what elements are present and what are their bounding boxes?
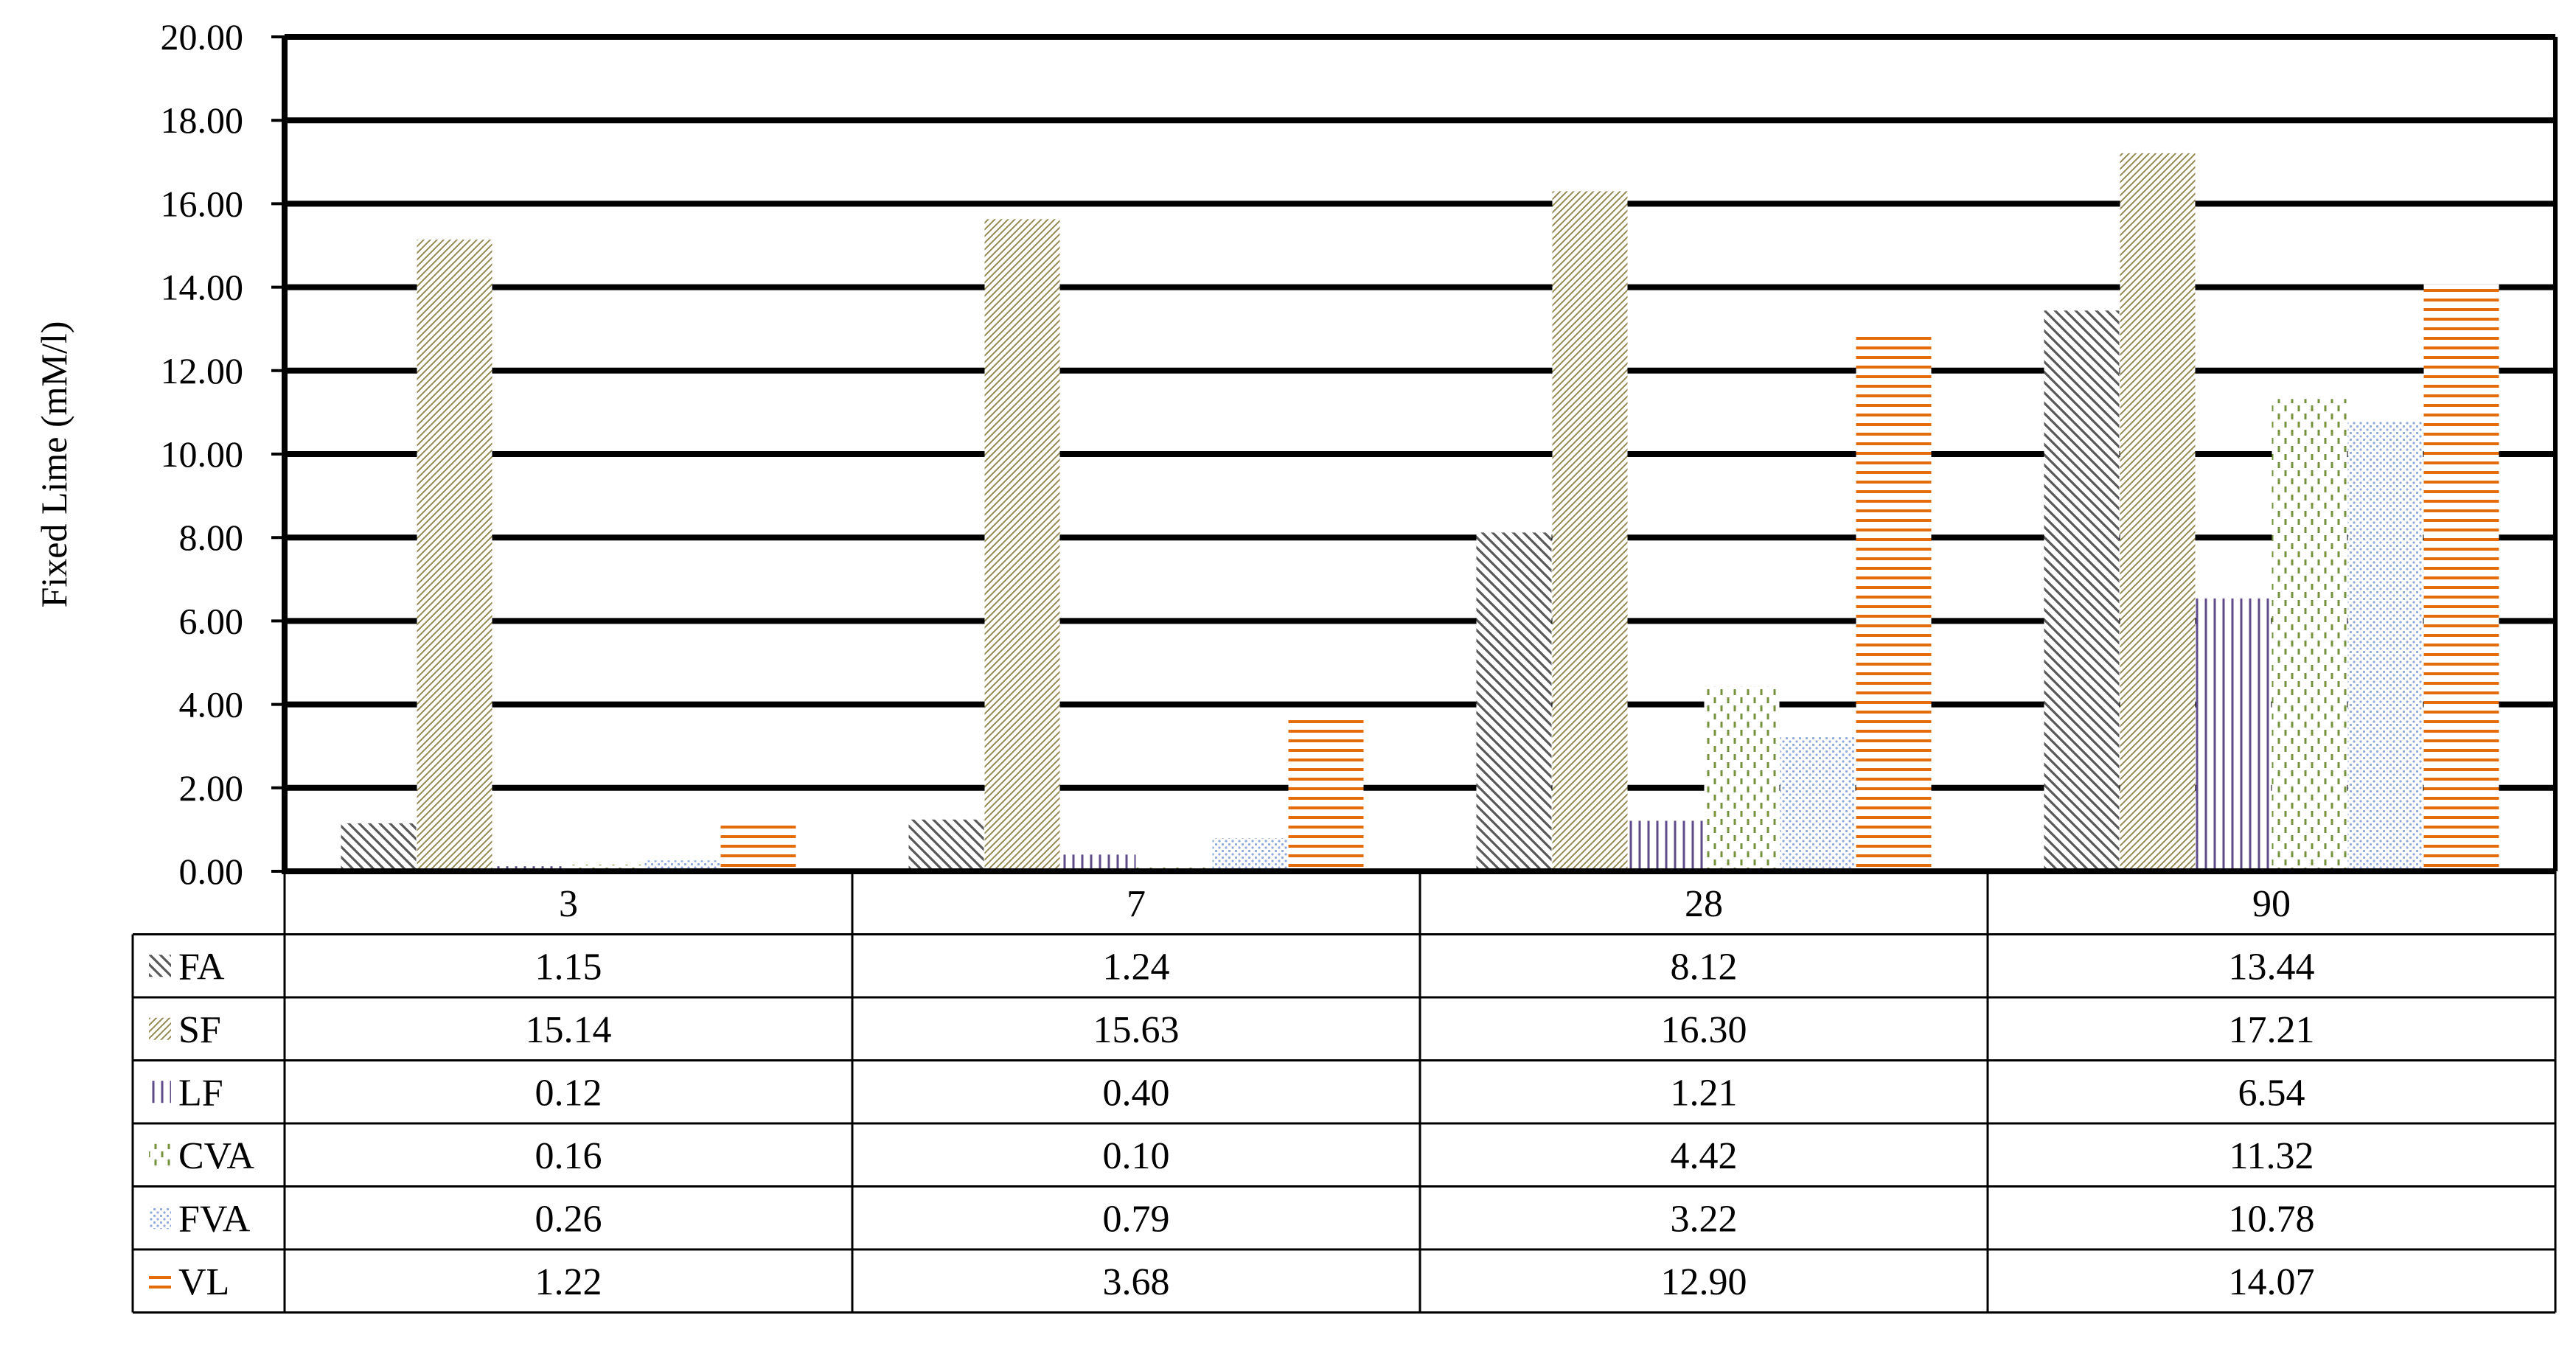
data-label: 1.21 (1671, 1072, 1738, 1114)
data-label: 15.14 (526, 1009, 612, 1051)
y-tick-label: 0.00 (179, 851, 244, 892)
legend-key-sf (149, 1017, 171, 1040)
bar-lf-28 (1628, 820, 1704, 871)
data-label: 3.68 (1103, 1261, 1170, 1303)
legend-label-cva: CVA (178, 1135, 255, 1177)
data-label: 0.16 (535, 1135, 602, 1177)
data-label: 10.78 (2229, 1198, 2315, 1240)
y-tick-label: 18.00 (161, 100, 244, 141)
y-axis-label: Fixed Lime (mM/l) (33, 321, 74, 608)
data-label: 15.63 (1093, 1009, 1180, 1051)
data-label: 1.15 (535, 946, 602, 988)
bar-sf-7 (984, 219, 1060, 871)
bar-cva-90 (2272, 399, 2347, 871)
data-label: 0.40 (1103, 1072, 1170, 1114)
legend-label-fva: FVA (178, 1198, 251, 1240)
x-tick-label: 90 (2252, 883, 2291, 925)
y-tick-label: 14.00 (161, 267, 244, 308)
legend-label-fa: FA (178, 946, 225, 988)
data-label: 12.90 (1661, 1261, 1747, 1303)
bar-vl-7 (1288, 717, 1364, 871)
data-table: 3 7 28 90 FA 1.15 1.24 8.12 13.44 SF 15.14 15.63 16.… (131, 871, 2557, 1314)
y-tick-label: 10.00 (161, 433, 244, 475)
data-label: 0.12 (535, 1072, 602, 1114)
data-label: 6.54 (2238, 1072, 2305, 1114)
bar-fa-90 (2044, 310, 2120, 871)
bar-fa-3 (341, 823, 417, 871)
axes (282, 37, 2558, 874)
bars (341, 153, 2499, 871)
x-tick-label: 28 (1685, 883, 1723, 925)
data-label: 1.22 (535, 1261, 602, 1303)
data-label: 0.26 (535, 1198, 602, 1240)
y-tick-label: 16.00 (161, 183, 244, 224)
bar-lf-90 (2196, 598, 2272, 871)
legend-label-sf: SF (178, 1009, 221, 1051)
y-tick-label: 4.00 (179, 684, 244, 725)
legend-key-lf (149, 1081, 171, 1103)
bar-fa-7 (908, 819, 984, 871)
bar-vl-28 (1856, 332, 1932, 871)
bar-sf-3 (417, 240, 492, 871)
data-label: 16.30 (1661, 1009, 1747, 1051)
data-label: 14.07 (2229, 1261, 2315, 1303)
y-tick-labels: 0.00 2.00 4.00 6.00 8.00 10.00 12.00 14.00 16.00… (161, 16, 244, 892)
x-tick-label: 7 (1127, 883, 1146, 925)
data-label: 8.12 (1671, 946, 1738, 988)
legend-key-fa (149, 955, 171, 977)
bar-cva-3 (568, 864, 644, 871)
bar-vl-90 (2423, 284, 2499, 871)
legend-key-cva (149, 1143, 171, 1166)
bar-sf-90 (2120, 153, 2196, 871)
data-label: 0.79 (1103, 1198, 1170, 1240)
data-label: 0.10 (1103, 1135, 1170, 1177)
y-tick-label: 6.00 (179, 600, 244, 641)
bar-vl-3 (720, 820, 796, 871)
bar-sf-28 (1552, 191, 1628, 871)
bar-cva-28 (1704, 686, 1780, 871)
bar-lf-7 (1060, 854, 1136, 871)
bar-fva-28 (1780, 736, 1856, 871)
data-label: 17.21 (2229, 1009, 2315, 1051)
bar-fva-90 (2347, 421, 2423, 871)
data-label: 1.24 (1103, 946, 1170, 988)
y-tick-label: 2.00 (179, 767, 244, 809)
data-label: 13.44 (2229, 946, 2315, 988)
legend-key-vl (149, 1269, 171, 1292)
bar-fva-7 (1212, 838, 1288, 871)
y-tick-label: 8.00 (179, 517, 244, 558)
y-tick-label: 12.00 (161, 350, 244, 391)
legend-label-lf: LF (178, 1072, 223, 1114)
data-label: 11.32 (2229, 1135, 2314, 1177)
y-tick-label: 20.00 (161, 16, 244, 57)
legend-key-fva (149, 1207, 171, 1230)
legend-label-vl: VL (178, 1261, 229, 1303)
bar-fa-28 (1476, 532, 1552, 871)
x-tick-label: 3 (559, 883, 578, 925)
data-label: 4.42 (1671, 1135, 1738, 1177)
data-label: 3.22 (1671, 1198, 1738, 1240)
